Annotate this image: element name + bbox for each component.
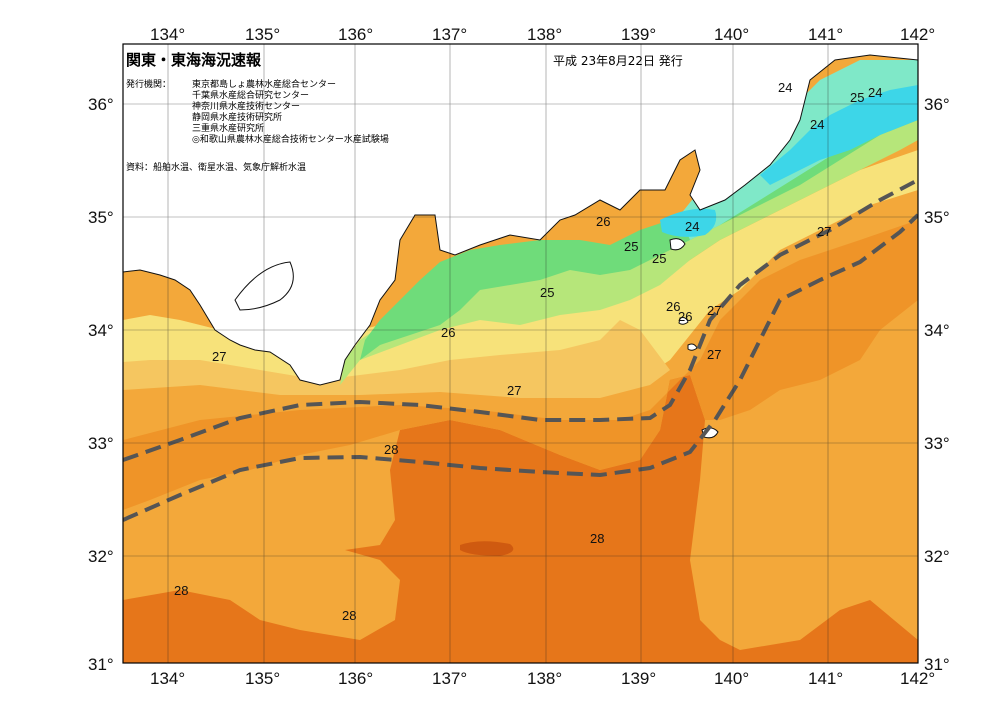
contour-label: 26 (596, 214, 610, 229)
lat-label: 32° (924, 547, 950, 566)
contour-label: 25 (624, 239, 638, 254)
contour-label: 26 (441, 325, 455, 340)
lon-label: 141° (808, 669, 843, 688)
issuer: 東京都島しょ農林水産総合センター (192, 80, 337, 90)
island-kozu (678, 317, 689, 325)
lon-label: 135° (245, 25, 280, 44)
issuers-label: 発行機関： (126, 80, 172, 90)
lat-label: 34° (924, 321, 950, 340)
contour-label: 26 (678, 309, 692, 324)
lat-label: 36° (88, 95, 114, 114)
contour-label: 28 (174, 583, 188, 598)
contour-label: 27 (817, 224, 831, 239)
lon-label: 142° (900, 25, 935, 44)
contour-label: 25 (850, 90, 864, 105)
lon-label: 134° (150, 25, 185, 44)
data-source: 資料：船舶水温、衛星水温、気象庁解析水温 (126, 163, 307, 173)
lon-labels-top: 134° 135° 136° 137° 138° 139° 140° 141° … (150, 25, 935, 44)
island-izu-oshima (669, 238, 686, 251)
kuroshio-north (123, 178, 918, 462)
map-title: 関東・東海海況速報 (126, 51, 262, 69)
lon-label: 139° (621, 669, 656, 688)
lat-label: 32° (88, 547, 114, 566)
contour-labels: 24 24 25 24 24 26 25 25 27 26 27 27 25 2… (174, 80, 882, 623)
lon-label: 136° (338, 669, 373, 688)
contour-label: 24 (868, 85, 882, 100)
lon-label: 138° (527, 25, 562, 44)
contour-label: 27 (707, 303, 721, 318)
lat-labels-left: 36° 35° 34° 33° 32° 31° (88, 95, 114, 674)
lon-label: 142° (900, 669, 935, 688)
lat-label: 35° (88, 208, 114, 227)
kuroshio-south (123, 213, 918, 522)
issuer: 神奈川県水産技術センター (192, 102, 301, 112)
lat-label: 33° (924, 434, 950, 453)
sea-23 (760, 85, 918, 185)
lon-label: 137° (432, 669, 467, 688)
contour-label: 28 (590, 531, 604, 546)
issuer: 静岡県水産技術研究所 (192, 113, 283, 123)
lat-label: 36° (924, 95, 950, 114)
land-honshu (123, 44, 918, 386)
issue-date: 平成 23年8月22日 発行 (553, 54, 683, 68)
map-frame (122, 43, 919, 664)
issuers-block: 発行機関： 東京都島しょ農林水産総合センター 千葉県水産総合研究センター 神奈川県… (126, 80, 389, 146)
contour-label: 24 (810, 117, 824, 132)
lon-label: 140° (714, 25, 749, 44)
sea-29 (460, 541, 514, 556)
lat-label: 31° (88, 655, 114, 674)
contour-label: 28 (384, 442, 398, 457)
lon-label: 135° (245, 669, 280, 688)
sea-28 (123, 375, 918, 663)
sea-28b (123, 220, 918, 510)
contour-label: 25 (652, 251, 666, 266)
contour-label: 26 (666, 299, 680, 314)
contour-label: 27 (707, 347, 721, 362)
lon-label: 140° (714, 669, 749, 688)
lat-label: 34° (88, 321, 114, 340)
contour-label: 27 (507, 383, 521, 398)
contour-label: 24 (778, 80, 792, 95)
issuer: 三重県水産研究所 (192, 124, 265, 134)
sea-26b (123, 320, 670, 398)
contour-label: 27 (212, 349, 226, 364)
contour-label: 24 (685, 219, 699, 234)
grid (123, 44, 918, 663)
contour-label: 28 (342, 608, 356, 623)
issuer: ◎和歌山県農林水産総合技術センター水産試験場 (192, 135, 389, 145)
lon-label: 138° (527, 669, 562, 688)
sea-23b (660, 208, 717, 237)
lat-label: 31° (924, 655, 950, 674)
lon-label: 137° (432, 25, 467, 44)
lon-label: 141° (808, 25, 843, 44)
lon-label: 139° (621, 25, 656, 44)
issuer: 千葉県水産総合研究センター (192, 91, 310, 101)
lat-labels-right: 36° 35° 34° 33° 32° 31° (924, 95, 950, 674)
lon-labels-bottom: 134° 135° 136° 137° 138° 139° 140° 141° … (150, 669, 935, 688)
contour-label: 25 (540, 285, 554, 300)
lon-label: 134° (150, 669, 185, 688)
lat-label: 33° (88, 434, 114, 453)
lon-label: 136° (338, 25, 373, 44)
lat-label: 35° (924, 208, 950, 227)
